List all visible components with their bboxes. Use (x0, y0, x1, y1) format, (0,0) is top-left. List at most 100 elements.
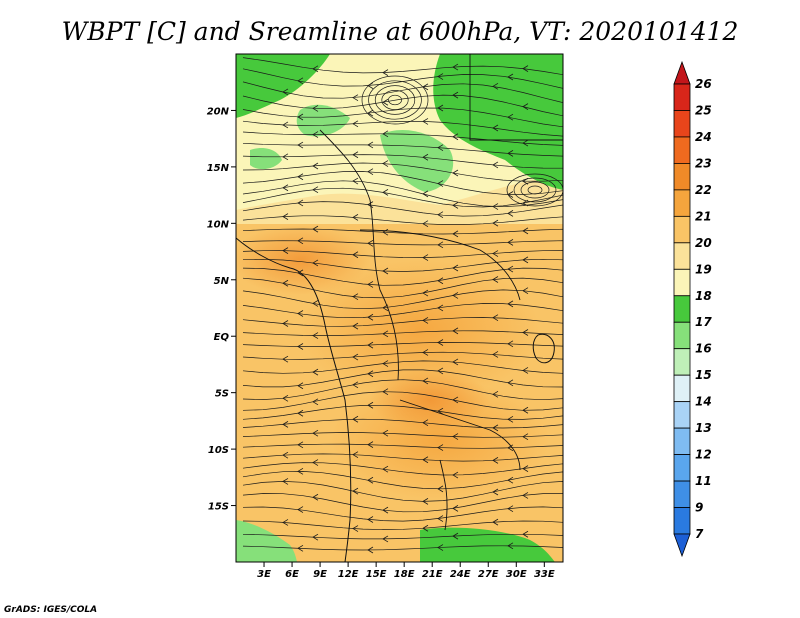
colorbar-label: 17 (695, 315, 712, 329)
streamline-arrow (282, 519, 289, 526)
streamline-arrow (437, 144, 444, 152)
colorbar-segment (673, 215, 691, 244)
streamline-arrow (492, 124, 499, 132)
streamline-arrow (312, 398, 319, 406)
streamline-arrow (452, 169, 459, 177)
colorbar-label: 12 (695, 448, 712, 462)
streamline-arrow (452, 133, 459, 141)
streamline-arrow (437, 339, 444, 346)
streamline-arrow (507, 73, 514, 81)
streamline-arrow (522, 256, 529, 264)
x-tick-label: 21E (422, 569, 443, 580)
coastline (236, 237, 352, 562)
streamline-arrow (352, 322, 359, 330)
colorbar-label: 22 (695, 183, 712, 197)
streamline-arrow (522, 492, 529, 499)
streamline-arrow (507, 505, 514, 513)
colorbar: 7 9 11 12 13 14 15 16 17 18 19 20 21 22 23 24 25 26 (673, 60, 712, 558)
streamline (242, 131, 563, 146)
colorbar-label: 18 (695, 289, 712, 303)
x-tick-label: 12E (338, 569, 359, 580)
streamline-arrow (492, 82, 499, 90)
streamline (242, 120, 563, 137)
streamline-arrow (297, 199, 304, 207)
streamline-arrow (352, 525, 359, 532)
streamline (242, 391, 563, 411)
streamline (242, 379, 563, 401)
streamline-arrow (422, 317, 429, 324)
streamline (242, 432, 563, 438)
streamline-vortex (381, 90, 409, 110)
map-field (236, 54, 563, 562)
y-tick-label: EQ (214, 332, 230, 343)
streamline-arrow (352, 381, 359, 389)
streamline (242, 142, 563, 157)
green-patch-sw (236, 520, 297, 562)
streamline-arrow (367, 546, 374, 554)
streamline-arrow (422, 118, 429, 125)
streamline-arrow (297, 409, 304, 417)
streamline-arrow (507, 210, 514, 217)
streamline (242, 201, 563, 217)
streamlines (242, 57, 563, 554)
streamline-arrow (507, 265, 514, 273)
colorbar-segment (673, 163, 691, 191)
border-5 (469, 54, 563, 141)
streamline-arrow (352, 94, 359, 102)
streamline (242, 481, 563, 502)
colorbar-segment (673, 348, 691, 376)
colorbar-label: 9 (695, 501, 703, 515)
streamline-arrow (522, 406, 529, 414)
streamline-arrow (382, 360, 389, 367)
streamline-arrow (437, 241, 444, 249)
streamline-arrow (437, 515, 444, 522)
streamline-arrow (297, 77, 304, 85)
streamline-arrow (297, 441, 304, 449)
border-3 (399, 399, 521, 471)
streamline (242, 187, 563, 208)
streamline-vortex (361, 75, 429, 125)
streamline-arrow (312, 131, 319, 138)
streamline-arrow (312, 429, 319, 437)
streamline-arrow (437, 367, 444, 375)
streamline (242, 171, 563, 195)
warm-core-mid (370, 370, 490, 430)
streamline-arrow (452, 396, 459, 404)
streamline (242, 493, 563, 513)
streamline-arrow (452, 230, 459, 238)
streamline-arrow (312, 65, 319, 73)
streamline-arrow (282, 320, 289, 327)
streamline-arrow (422, 289, 429, 297)
streamline (242, 240, 563, 246)
streamline-vortex (368, 80, 422, 120)
green-patch-ne (433, 54, 563, 190)
streamline-arrow (367, 281, 374, 288)
x-tick-label: 6E (285, 569, 299, 580)
streamline-arrow (282, 184, 289, 192)
streamline-arrow (382, 98, 389, 106)
streamline-arrow (492, 276, 499, 283)
streamline-arrow (492, 424, 499, 432)
streamline-arrow (522, 103, 529, 110)
streamline-arrow (297, 141, 304, 149)
streamline-arrow (507, 300, 514, 308)
colorbar-label: 7 (695, 527, 704, 541)
colorbar-segment (673, 374, 691, 403)
streamline-arrow (422, 220, 429, 228)
streamline-arrow (452, 358, 459, 366)
streamline-arrow (367, 109, 374, 117)
streamline-arrow (367, 239, 374, 247)
border-1 (319, 129, 399, 381)
streamline-arrow (437, 544, 444, 551)
streamline-arrow (312, 368, 319, 376)
border-4 (439, 459, 448, 531)
streamline (242, 418, 563, 429)
streamline (242, 453, 563, 462)
streamline-vortex (388, 94, 402, 106)
colorbar-label: 21 (695, 209, 712, 223)
streamline-arrow (507, 113, 514, 121)
lake (532, 333, 555, 364)
streamline-arrow (382, 388, 389, 396)
streamline-arrow (452, 433, 459, 440)
colorbar-segment (673, 480, 691, 508)
